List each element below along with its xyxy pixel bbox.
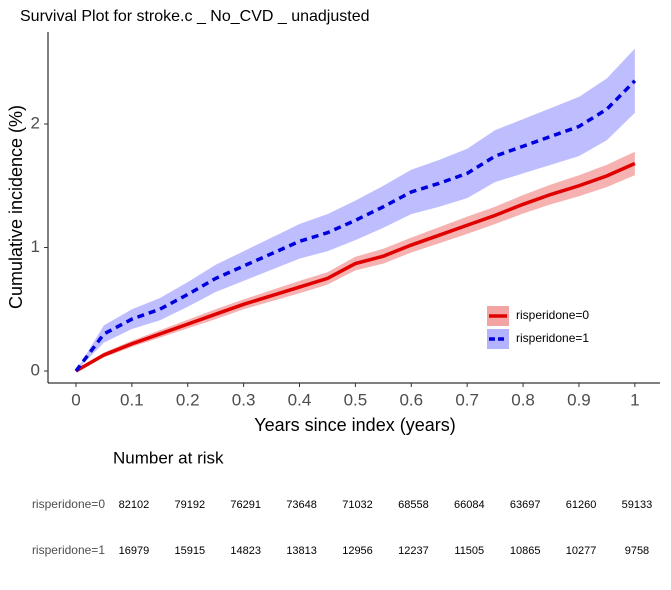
risk-count: 76291 [230, 499, 261, 511]
x-tick-label: 0.9 [567, 390, 591, 409]
risk-count: 12237 [398, 545, 429, 557]
risk-row-label: risperidone=1 [32, 543, 105, 557]
x-tick-label: 0.7 [455, 390, 479, 409]
risk-row-label: risperidone=0 [32, 497, 105, 511]
x-tick-label: 0.1 [120, 390, 144, 409]
risk-count: 71032 [342, 499, 373, 511]
confidence-band [75, 151, 635, 372]
risk-count: 9758 [625, 545, 649, 557]
x-tick-label: 0.2 [176, 390, 200, 409]
risk-count: 73648 [286, 499, 317, 511]
risk-count: 11505 [454, 545, 484, 557]
risk-count: 13813 [286, 545, 317, 557]
risk-count: 63697 [510, 499, 541, 511]
legend-label: risperidone=0 [516, 308, 589, 322]
x-tick-label: 0.5 [344, 390, 368, 409]
risk-count: 16979 [119, 545, 150, 557]
risk-count: 68558 [398, 499, 429, 511]
x-tick-label: 0.3 [232, 390, 256, 409]
y-tick-label: 2 [31, 113, 40, 132]
x-tick-label: 0.6 [399, 390, 423, 409]
confidence-band [75, 48, 635, 372]
x-axis-title: Years since index (years) [254, 415, 455, 435]
risk-count: 10277 [566, 545, 597, 557]
risk-count: 59133 [622, 499, 653, 511]
series-line [75, 161, 636, 373]
risk-count: 66084 [454, 499, 485, 511]
risk-count: 15915 [175, 545, 206, 557]
risk-count: 61260 [566, 499, 597, 511]
x-tick-label: 0.8 [511, 390, 535, 409]
legend-label: risperidone=1 [516, 331, 589, 345]
risk-count: 12956 [342, 545, 373, 557]
risk-count: 79192 [175, 499, 206, 511]
chart-title: Survival Plot for stroke.c _ No_CVD _ un… [20, 8, 370, 25]
x-tick-label: 1 [630, 390, 639, 409]
risk-count: 10865 [510, 545, 541, 557]
y-tick-label: 1 [31, 237, 40, 256]
risk-count: 82102 [119, 499, 150, 511]
x-tick-label: 0.4 [288, 390, 312, 409]
y-tick-label: 0 [31, 361, 40, 380]
x-tick-label: 0 [71, 390, 80, 409]
risk-count: 14823 [230, 545, 261, 557]
risk-table-title: Number at risk [113, 448, 224, 467]
y-axis-title: Cumulative incidence (%) [6, 105, 26, 309]
